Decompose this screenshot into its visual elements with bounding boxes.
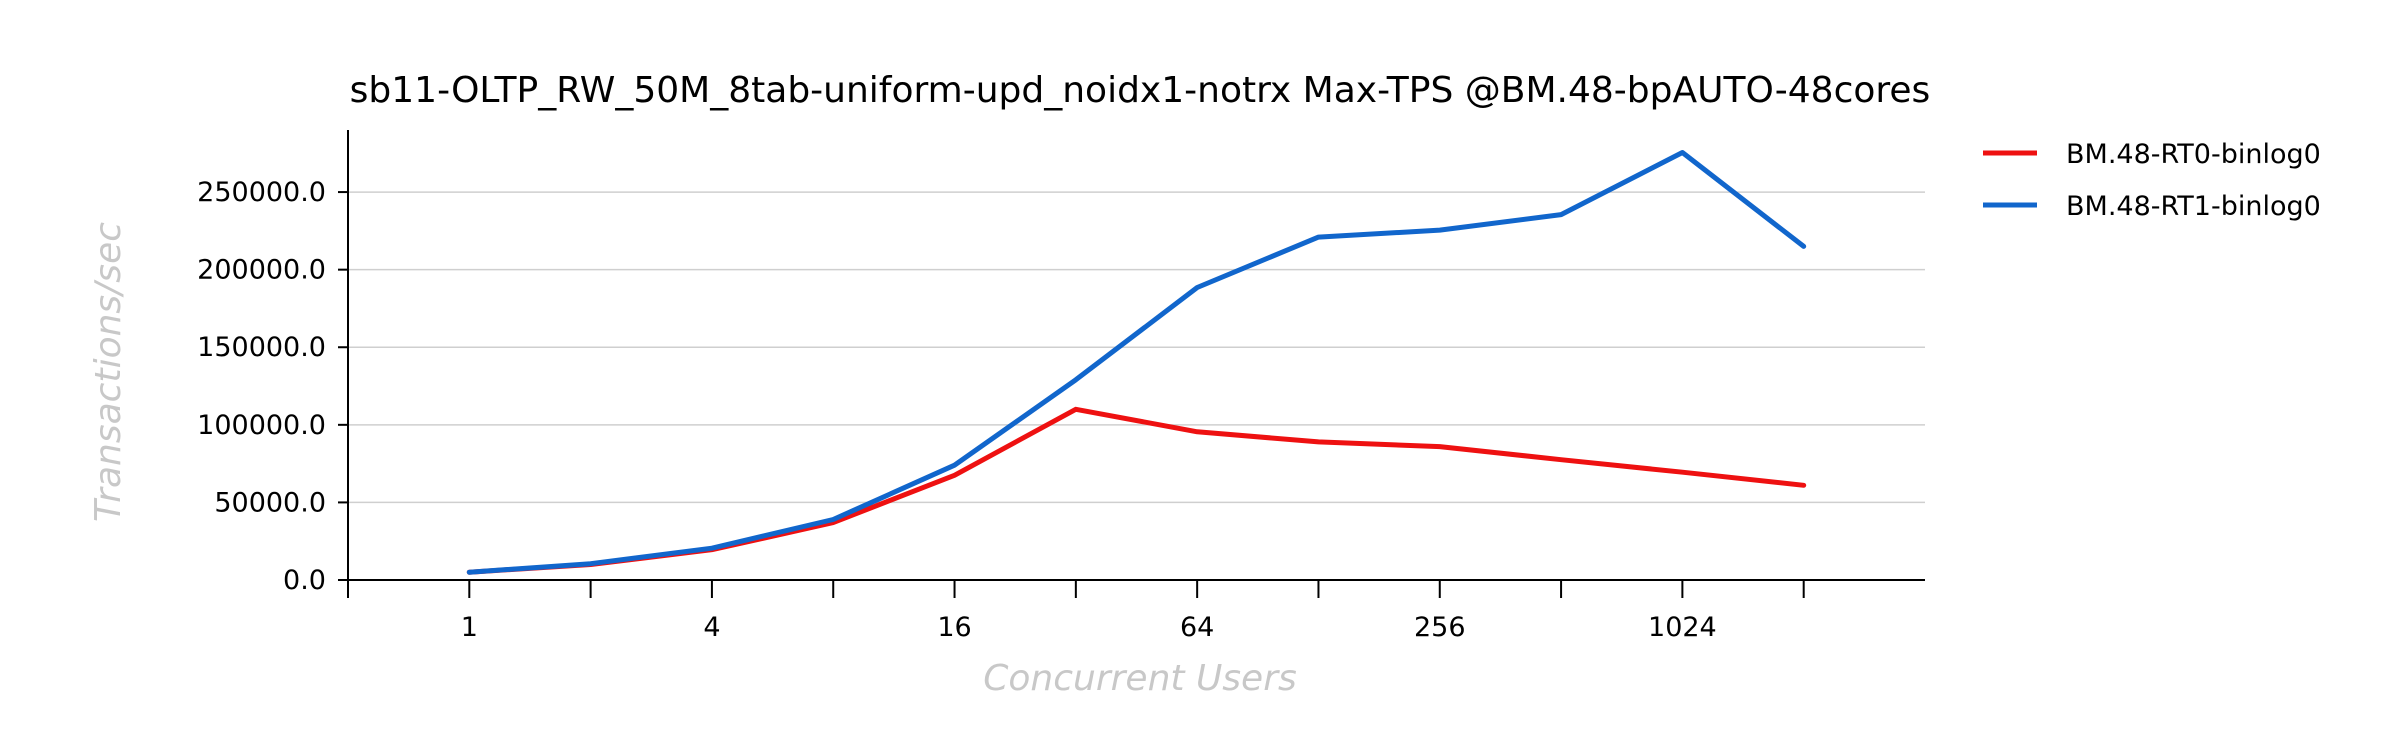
x-tick-label: 1024 <box>1648 612 1717 643</box>
series-line-1 <box>466 406 1807 575</box>
series-lines <box>466 150 1807 575</box>
legend-entry-label: BM.48-RT0-binlog0 <box>2066 139 2321 170</box>
y-tick-label: 50000.0 <box>214 487 326 518</box>
x-tick-label: 256 <box>1414 612 1466 643</box>
chart-title: sb11-OLTP_RW_50M_8tab-uniform-upd_noidx1… <box>350 70 1931 111</box>
series-line-2 <box>466 150 1807 575</box>
y-tick-label: 200000.0 <box>197 255 326 286</box>
y-tick-label: 100000.0 <box>197 410 326 441</box>
x-tick-label: 4 <box>703 612 720 643</box>
x-tick-label: 16 <box>937 612 971 643</box>
y-tick-label: 150000.0 <box>197 332 326 363</box>
legend-entry-label: BM.48-RT1-binlog0 <box>2066 191 2321 222</box>
y-axis-ticks: 0.0 50000.0 100000.0 150000.0 200000.0 250000… <box>197 177 348 596</box>
axes <box>347 130 1925 581</box>
y-axis-label: Transactions/sec <box>88 222 129 522</box>
x-axis-label: Concurrent Users <box>983 658 1297 699</box>
x-tick-label: 1 <box>461 612 478 643</box>
gridlines <box>348 191 1925 504</box>
legend: BM.48-RT0-binlog0 BM.48-RT1-binlog0 <box>1983 139 2321 222</box>
y-tick-label: 250000.0 <box>197 177 326 208</box>
x-tick-label: 64 <box>1180 612 1214 643</box>
x-axis-ticks: 1 4 16 64 256 1024 <box>347 580 1805 643</box>
y-tick-label: 0.0 <box>283 565 326 596</box>
